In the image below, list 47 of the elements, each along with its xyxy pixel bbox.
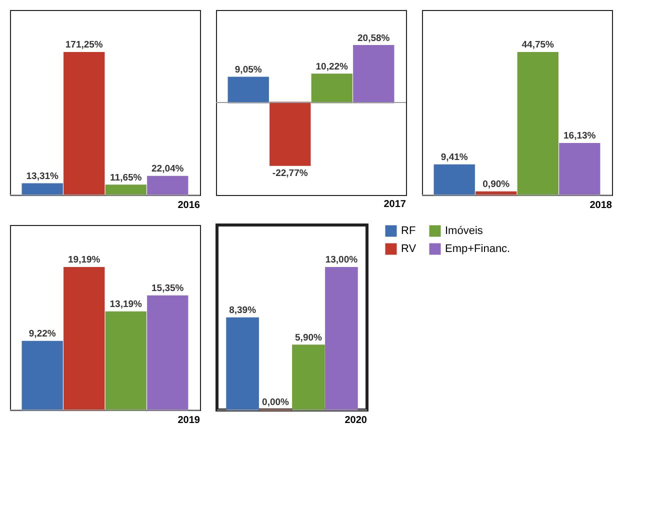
- data-label: 5,90%: [295, 332, 323, 344]
- legend-label: Imóveis: [445, 225, 484, 237]
- data-label: 44,75%: [522, 40, 555, 51]
- text: 2017: [384, 199, 406, 210]
- data-label: 10,22%: [316, 61, 349, 72]
- bar: [353, 45, 394, 104]
- data-label: 0,00%: [262, 397, 290, 408]
- data-label: 9,05%: [234, 64, 262, 76]
- bar: [147, 176, 188, 196]
- bar: [105, 311, 146, 411]
- bar: [434, 164, 475, 196]
- text: 2020: [344, 414, 368, 426]
- bar: [228, 76, 269, 104]
- data-label: 20,58%: [358, 32, 390, 44]
- data-label: 13,31%: [26, 170, 60, 182]
- data-label: 11,65%: [110, 172, 142, 184]
- bar: [64, 266, 105, 411]
- data-label: 9,41%: [440, 152, 468, 164]
- data-label: 15,35%: [152, 283, 184, 294]
- bar: [325, 266, 358, 411]
- data-label: 19,19%: [68, 254, 101, 266]
- bar: [311, 74, 352, 104]
- data-label: 8,39%: [229, 305, 257, 316]
- data-label: 22,04%: [152, 164, 184, 175]
- legend-label: Emp+Financ.: [445, 243, 510, 255]
- data-label: 13,19%: [110, 299, 143, 310]
- data-label: 171,25%: [65, 40, 104, 51]
- bar: [22, 183, 63, 196]
- bar: [22, 340, 63, 411]
- data-label: 16,13%: [564, 130, 596, 142]
- bar: [517, 52, 558, 196]
- data-label: 9,22%: [28, 328, 56, 340]
- legend-label: RV: [401, 243, 417, 255]
- bar: [226, 317, 259, 411]
- bar: [105, 184, 146, 196]
- bar: [64, 52, 105, 196]
- text: 2019: [178, 414, 200, 426]
- data-label: 0,90%: [482, 179, 510, 190]
- data-label: 13,00%: [325, 254, 358, 266]
- bar: [559, 142, 600, 196]
- text: 2018: [590, 200, 612, 211]
- bar: [270, 102, 311, 166]
- legend-label: RF: [401, 225, 416, 237]
- bar: [292, 344, 325, 411]
- text: 2016: [178, 200, 200, 211]
- bar: [147, 295, 188, 411]
- data-label: -22,77%: [272, 168, 308, 180]
